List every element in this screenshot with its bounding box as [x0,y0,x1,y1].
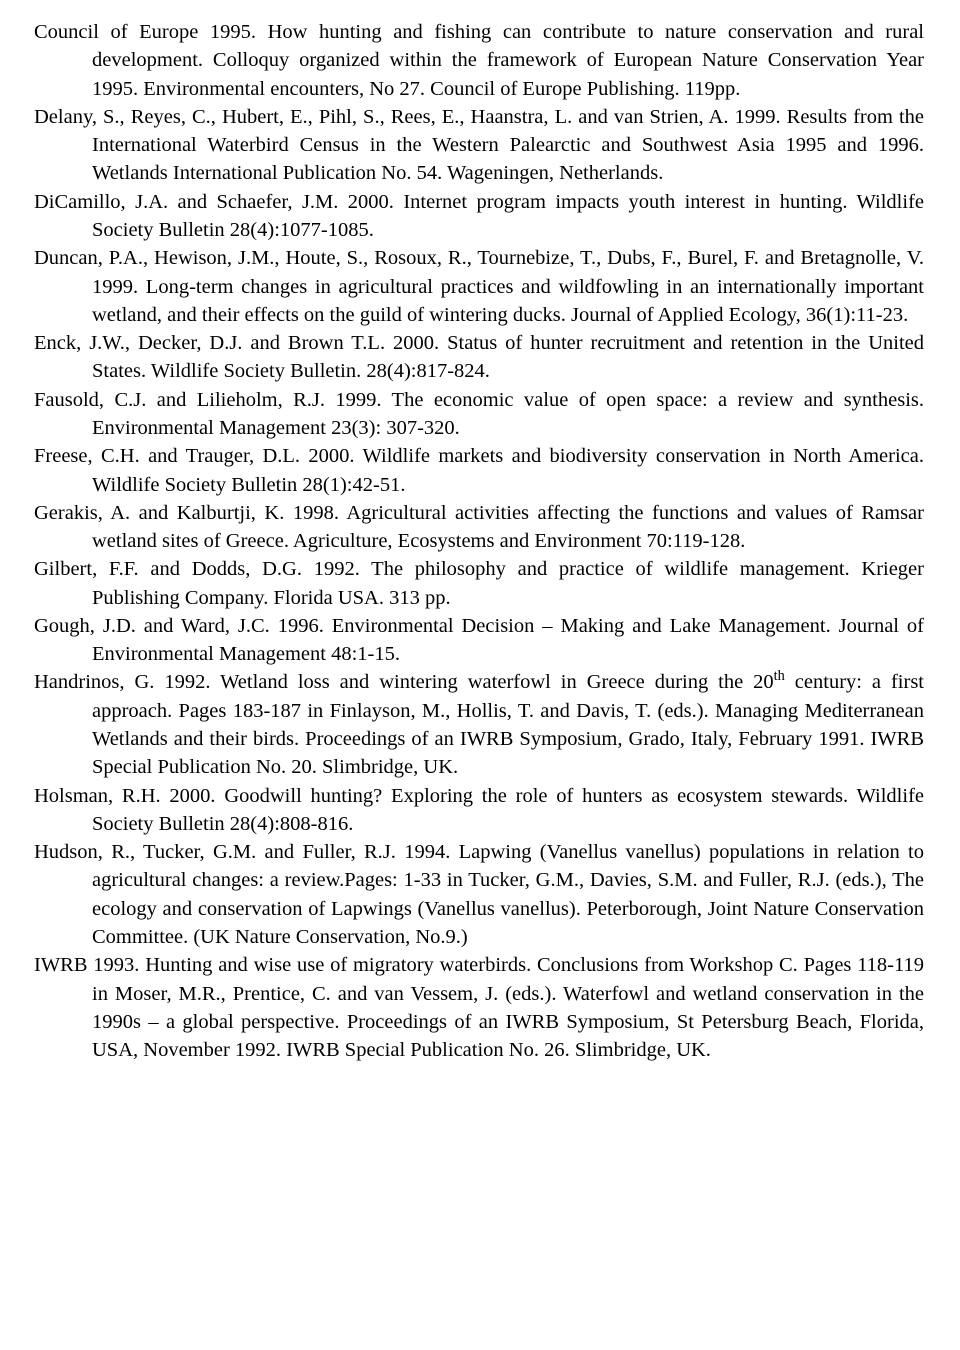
reference-entry: Enck, J.W., Decker, D.J. and Brown T.L. … [34,329,924,386]
reference-entry: IWRB 1993. Hunting and wise use of migra… [34,951,924,1064]
reference-entry: Fausold, C.J. and Lilieholm, R.J. 1999. … [34,386,924,443]
reference-list: Council of Europe 1995. How hunting and … [34,18,924,1064]
reference-entry: Council of Europe 1995. How hunting and … [34,18,924,103]
reference-entry: Gough, J.D. and Ward, J.C. 1996. Environ… [34,612,924,669]
reference-entry: Duncan, P.A., Hewison, J.M., Houte, S., … [34,244,924,329]
reference-entry: Hudson, R., Tucker, G.M. and Fuller, R.J… [34,838,924,951]
reference-entry: Freese, C.H. and Trauger, D.L. 2000. Wil… [34,442,924,499]
reference-entry: Gerakis, A. and Kalburtji, K. 1998. Agri… [34,499,924,556]
reference-entry: Handrinos, G. 1992. Wetland loss and win… [34,668,924,781]
reference-entry: Delany, S., Reyes, C., Hubert, E., Pihl,… [34,103,924,188]
reference-entry: Holsman, R.H. 2000. Goodwill hunting? Ex… [34,782,924,839]
reference-entry: Gilbert, F.F. and Dodds, D.G. 1992. The … [34,555,924,612]
reference-entry: DiCamillo, J.A. and Schaefer, J.M. 2000.… [34,188,924,245]
